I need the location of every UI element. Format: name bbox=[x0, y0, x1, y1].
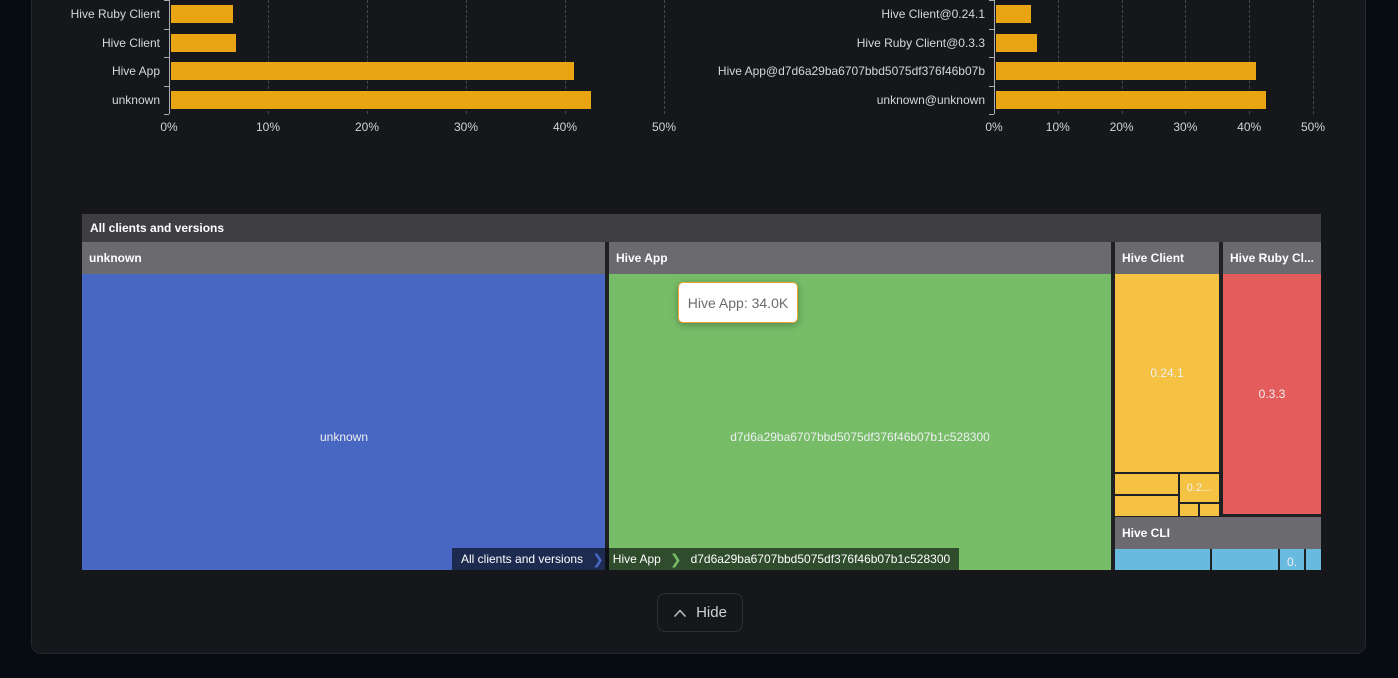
category-label: Hive Client bbox=[101, 35, 160, 50]
treemap-cell-label: 0.24.1 bbox=[1150, 366, 1184, 380]
treemap-cell-label: unknown bbox=[319, 430, 369, 444]
hide-button[interactable]: Hide bbox=[657, 593, 743, 632]
treemap-cell-label: d7d6a29ba6707bbd5075df376f46b07b1c528300 bbox=[730, 430, 990, 444]
treemap-cell-hive-ruby-client-0-3-3[interactable] bbox=[1223, 274, 1321, 514]
treemap-cell-hive-cli[interactable] bbox=[1280, 549, 1304, 570]
bar-Hive Client@0.24.1[interactable] bbox=[996, 5, 1032, 23]
gridline bbox=[268, 0, 269, 114]
treemap-cell-hive-cli[interactable] bbox=[1306, 549, 1321, 570]
gridline bbox=[565, 0, 566, 114]
breadcrumb-item-version[interactable]: d7d6a29ba6707bbd5075df376f46b07b1c528300 bbox=[690, 552, 951, 566]
treemap-title[interactable]: All clients and versions bbox=[82, 214, 1321, 242]
chevron-right-icon: ❯ bbox=[669, 551, 682, 567]
breadcrumb-item-root[interactable]: All clients and versions bbox=[461, 552, 584, 566]
axis-tick-mark bbox=[164, 0, 169, 1]
axis-tick-mark bbox=[164, 57, 169, 58]
gridline bbox=[466, 0, 467, 114]
treemap-cell-label: 0.23.0 bbox=[1228, 568, 1261, 570]
treemap-group-header-hive-client[interactable]: Hive Client bbox=[1115, 242, 1219, 274]
treemap-cell-hive-client[interactable] bbox=[1115, 474, 1178, 494]
breadcrumb: All clients and versions ❯ Hive App ❯ d7… bbox=[452, 548, 960, 570]
gridline bbox=[1249, 0, 1251, 114]
treemap-cell-label: 0.23.0 bbox=[1145, 568, 1178, 570]
y-axis-line bbox=[169, 0, 170, 114]
treemap-group-header-hive-ruby-client[interactable]: Hive Ruby Cl... bbox=[1223, 242, 1321, 274]
axis-tick-label: 40% bbox=[1237, 120, 1262, 134]
treemap-cell-label: 0.3.3 bbox=[1258, 387, 1286, 401]
gridline bbox=[664, 0, 665, 114]
axis-tick-label: 10% bbox=[1045, 120, 1070, 134]
bar-Hive Client[interactable] bbox=[171, 33, 237, 52]
bar-chart-client-versions: 0% 10% 20% 30% 40% 50% Hive Client@0.24.1 Hive … bbox=[702, 0, 1367, 140]
axis-tick-label: 30% bbox=[1173, 120, 1198, 134]
bar-chart-clients: 0% 10% 20% 30% 40% 50% Hive Ruby Client Hive Cl… bbox=[32, 0, 702, 140]
y-axis-line bbox=[994, 0, 995, 114]
category-label: unknown@unknown bbox=[876, 93, 985, 108]
dashboard-panel: 0% 10% 20% 30% 40% 50% Hive Ruby Client Hive Cl… bbox=[31, 0, 1366, 654]
category-label: Hive App@d7d6a29ba6707bbd5075df376f46b07… bbox=[717, 64, 985, 79]
axis-tick-label: 30% bbox=[453, 120, 479, 134]
axis-tick-label: 20% bbox=[1109, 120, 1134, 134]
hide-button-label: Hide bbox=[696, 604, 727, 621]
category-label: Hive App bbox=[111, 64, 160, 79]
category-label: Hive Ruby Client@0.3.3 bbox=[856, 35, 985, 50]
axis-tick-label: 50% bbox=[1300, 120, 1326, 134]
gridline bbox=[367, 0, 368, 114]
treemap-group-header-hive-cli[interactable]: Hive CLI bbox=[1115, 517, 1321, 549]
gridline bbox=[1185, 0, 1187, 114]
axis-tick-label: 0% bbox=[985, 120, 1003, 134]
axis-tick-label: 40% bbox=[552, 120, 578, 134]
treemap-cell-hive-client-0-2[interactable] bbox=[1180, 474, 1219, 502]
axis-tick-label: 20% bbox=[354, 120, 380, 134]
category-label: Hive Ruby Client bbox=[70, 7, 160, 21]
axis-tick-mark bbox=[989, 28, 994, 30]
treemap-cell-hive-client[interactable] bbox=[1115, 496, 1178, 516]
axis-tick-label: 50% bbox=[651, 120, 677, 134]
treemap-group-header-unknown[interactable]: unknown bbox=[82, 242, 605, 274]
gridline bbox=[1121, 0, 1123, 114]
axis-tick-mark bbox=[989, 85, 994, 87]
treemap-cell-label: 0. bbox=[1286, 555, 1298, 569]
axis-tick-mark bbox=[989, 57, 994, 58]
gridline bbox=[1057, 0, 1059, 114]
category-label: unknown bbox=[111, 93, 160, 108]
axis-tick-label: 0% bbox=[160, 120, 178, 134]
axis-tick-mark bbox=[989, 114, 994, 115]
chevron-up-icon bbox=[674, 609, 686, 617]
axis-tick-label: 10% bbox=[255, 120, 281, 134]
breadcrumb-item-hive-app[interactable]: Hive App bbox=[612, 552, 661, 566]
treemap-cell-hive-cli[interactable] bbox=[1115, 549, 1210, 570]
axis-tick-mark bbox=[989, 0, 994, 1]
category-label: Hive Client@0.24.1 bbox=[881, 7, 985, 21]
bar-unknown[interactable] bbox=[171, 91, 591, 110]
bar-unknown@unknown[interactable] bbox=[996, 91, 1266, 110]
chevron-right-icon: ❯ bbox=[592, 551, 604, 567]
axis-tick-mark bbox=[164, 28, 169, 30]
treemap-cell-hive-client-0-24-1[interactable] bbox=[1115, 274, 1219, 472]
treemap-cell-label: 0.2... bbox=[1186, 482, 1212, 494]
treemap-cell-hive-client[interactable] bbox=[1200, 504, 1219, 516]
bar-Hive App@d7d6a29ba6707bbd5075df376f46b07b[interactable] bbox=[996, 62, 1256, 81]
gridline bbox=[1313, 0, 1314, 114]
treemap-cell-hive-app-version[interactable] bbox=[609, 274, 1111, 570]
treemap-group-header-hive-app[interactable]: Hive App bbox=[609, 242, 1111, 274]
treemap-cell-hive-cli[interactable] bbox=[1212, 549, 1278, 570]
axis-tick-mark bbox=[164, 114, 169, 115]
treemap-cell-hive-client[interactable] bbox=[1180, 504, 1198, 516]
tooltip: Hive App: 34.0K bbox=[678, 282, 798, 323]
bar-Hive Ruby Client[interactable] bbox=[171, 5, 234, 23]
tooltip-text: Hive App: 34.0K bbox=[687, 294, 789, 311]
treemap-cell-unknown[interactable] bbox=[82, 274, 605, 570]
axis-tick-mark bbox=[164, 85, 169, 87]
bar-Hive App[interactable] bbox=[171, 62, 574, 81]
bar-Hive Ruby Client@0.3.3[interactable] bbox=[996, 33, 1037, 52]
treemap-all-clients-and-versions: All clients and versions unknown unknown… bbox=[82, 214, 1321, 570]
